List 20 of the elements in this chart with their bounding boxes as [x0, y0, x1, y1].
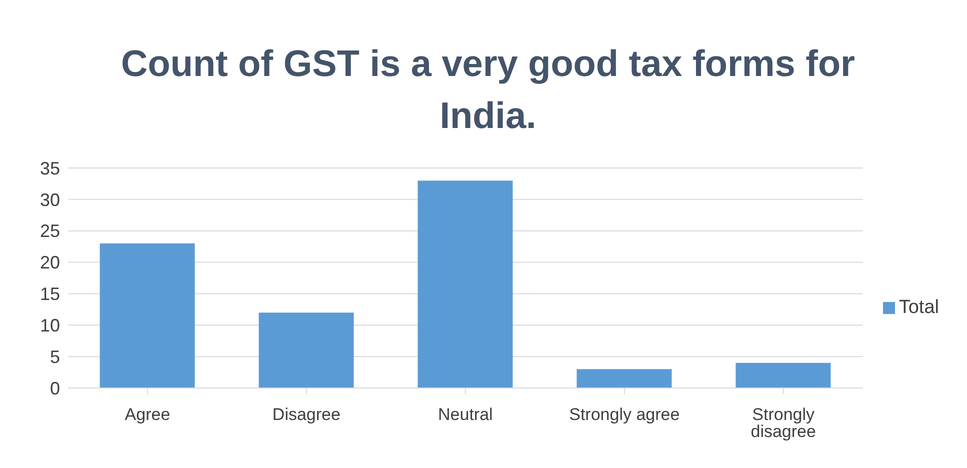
y-tick-label: 0	[50, 378, 60, 398]
x-tick-label: Agree	[124, 405, 170, 424]
bar	[736, 362, 831, 388]
bar	[576, 369, 672, 388]
x-tick-label: Disagree	[272, 405, 340, 424]
x-tick-label: Strongly disagree	[750, 405, 816, 442]
bar	[258, 312, 354, 388]
x-tick-label: Strongly agree	[569, 405, 680, 424]
chart-title: Count of GST is a very good tax forms for India.	[120, 42, 856, 138]
y-tick-label: 20	[40, 252, 60, 273]
y-tick-label: 15	[40, 284, 60, 304]
bar	[100, 243, 195, 388]
y-tick-label: 35	[40, 158, 60, 178]
y-tick-label: 30	[40, 190, 60, 210]
x-tick-label: Neutral	[438, 405, 493, 424]
y-tick-label: 25	[40, 221, 60, 242]
y-tick-label: 10	[40, 316, 60, 336]
legend-label: Total	[898, 297, 939, 318]
y-tick-label: 5	[50, 346, 60, 367]
bar	[418, 180, 513, 388]
